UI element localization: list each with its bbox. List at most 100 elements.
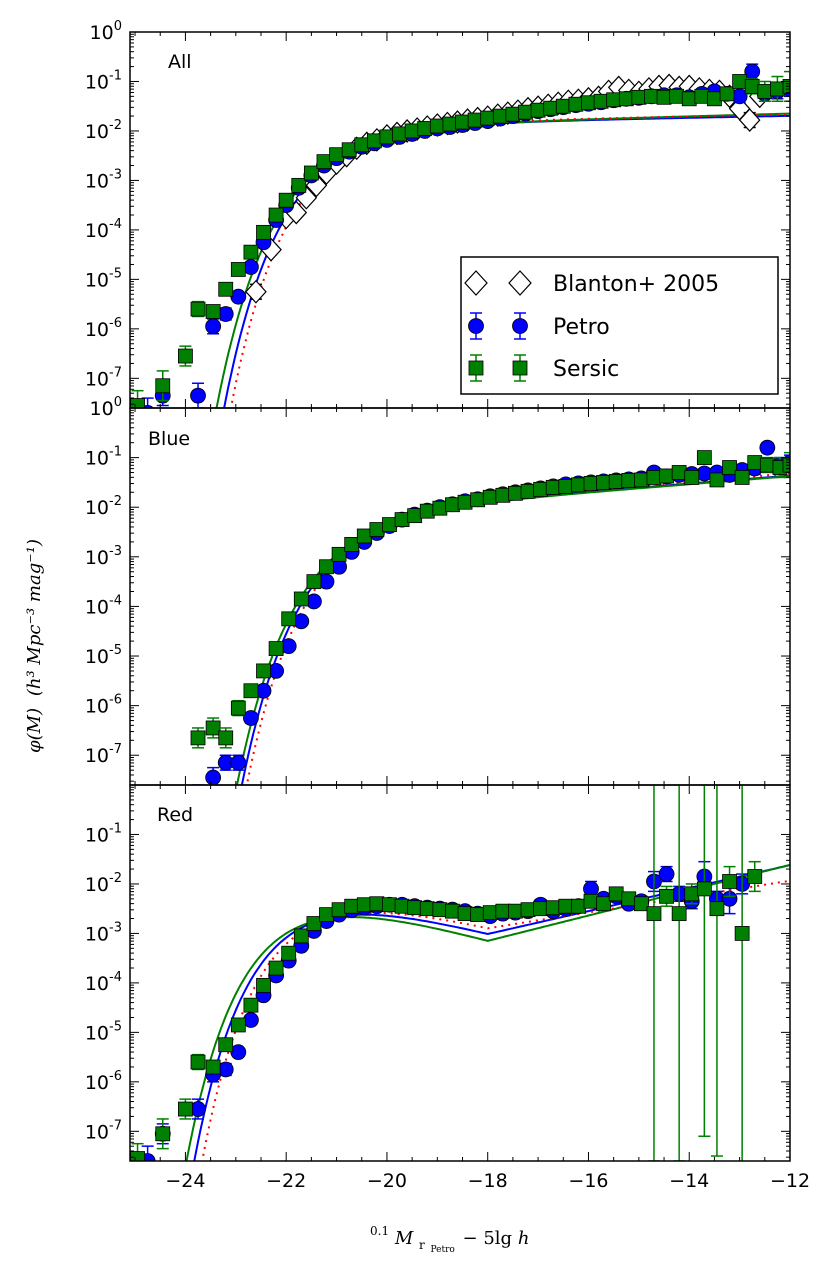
data-point-sersic <box>533 901 549 917</box>
data-point-sersic <box>455 114 470 130</box>
x-axis-title-prefix: 0.1 <box>370 1224 389 1238</box>
data-point-petro <box>230 288 247 305</box>
data-point-sersic <box>492 108 508 124</box>
y-axis-title-phi: φ(M) <box>24 708 45 753</box>
data-point-sersic <box>394 898 410 914</box>
data-point-sersic <box>205 720 221 736</box>
y-tick-label-base: 10 <box>85 745 109 767</box>
data-point-sersic <box>520 902 536 918</box>
data-point-petro <box>230 1044 247 1061</box>
data-point-sersic <box>432 500 448 516</box>
y-tick-label: 10-2 <box>85 494 122 519</box>
data-point-sersic <box>596 475 611 490</box>
data-point-sersic <box>230 700 246 716</box>
data-point-sersic <box>482 905 498 921</box>
data-point-petro <box>205 769 222 785</box>
data-point-sersic <box>341 142 357 158</box>
y-tick-label-base: 10 <box>85 646 109 668</box>
panel-frame <box>129 784 791 1162</box>
data-point-sersic <box>354 137 370 153</box>
data-point-sersic <box>707 91 722 107</box>
data-point-sersic <box>505 106 521 122</box>
svg-text:0.1 M r Petr: 0.1 M r Petro − 5lg h <box>370 1219 529 1257</box>
legend-entry-sersic: Sersic <box>468 354 619 382</box>
y-tick-label-base: 10 <box>85 696 109 718</box>
svg-text:φ(M) (h³ Mpc⁻³ mag⁻¹): φ(M) (h³ Mpc⁻³ mag⁻¹) <box>24 539 45 753</box>
data-point-sersic <box>178 1101 193 1117</box>
data-point-blanton <box>738 108 761 132</box>
y-tick-label: 100 <box>90 395 122 420</box>
data-point-sersic <box>417 121 433 136</box>
data-point-sersic <box>744 79 760 94</box>
y-tick-label: 10-2 <box>85 118 122 143</box>
data-point-sersic <box>747 455 763 470</box>
legend-marker-square <box>512 360 528 376</box>
y-tick-label-exp: -6 <box>109 693 122 708</box>
data-point-sersic <box>533 481 549 497</box>
panel-title-red: Red <box>157 804 193 826</box>
data-point-sersic <box>470 492 486 508</box>
y-tick-label-exp: -3 <box>109 167 122 182</box>
data-point-petro <box>230 754 247 771</box>
y-tick-label-base: 10 <box>90 398 114 420</box>
data-point-sersic <box>734 470 750 485</box>
data-point-sersic <box>719 86 735 102</box>
y-tick-label-exp: -5 <box>109 266 122 281</box>
panel-red: 10-110-210-310-410-510-610-7−24 −22 −20 −18… <box>85 784 810 1192</box>
data-point-sersic <box>618 91 634 107</box>
fit-line-dotted <box>245 472 790 785</box>
data-point-sersic <box>281 945 297 961</box>
data-point-sersic <box>568 96 584 112</box>
data-point-sersic <box>268 641 284 656</box>
data-point-sersic <box>759 457 775 473</box>
y-tick-label: 10-1 <box>85 821 122 846</box>
data-point-petro <box>759 439 776 456</box>
data-point-sersic <box>470 907 486 923</box>
data-point-sersic <box>608 474 624 489</box>
x-axis-title: 0.1 M r Petro − 5lg h <box>370 1219 529 1257</box>
data-point-sersic <box>593 93 609 109</box>
y-tick-label-exp: -4 <box>109 217 122 232</box>
data-point-sersic <box>178 348 193 364</box>
legend-marker-circle <box>512 318 528 334</box>
data-point-sersic <box>495 487 511 503</box>
data-point-sersic <box>445 497 460 513</box>
y-tick-label-base: 10 <box>85 368 109 390</box>
y-tick-label: 10-7 <box>85 365 122 390</box>
data-point-sersic <box>278 192 294 208</box>
y-tick-label: 10-2 <box>85 871 122 896</box>
legend-label-blanton: Blanton+ 2005 <box>553 272 719 297</box>
y-tick-label: 10-6 <box>85 316 122 341</box>
data-point-sersic <box>696 881 712 897</box>
data-point-sersic <box>457 906 473 922</box>
data-point-sersic <box>366 133 382 149</box>
data-point-sersic <box>467 112 483 128</box>
data-point-sersic <box>445 903 460 919</box>
y-axis-title: φ(M) (h³ Mpc⁻³ mag⁻¹) <box>24 539 45 753</box>
y-tick-label-base: 10 <box>85 319 109 341</box>
y-tick-label: 10-7 <box>85 742 122 767</box>
y-tick-label-exp: -5 <box>109 1019 122 1034</box>
data-point-sersic <box>419 901 435 917</box>
data-point-sersic <box>344 537 360 552</box>
data-point-sersic <box>331 902 347 918</box>
data-point-sersic <box>306 574 322 590</box>
data-point-sersic <box>379 129 395 145</box>
data-point-sersic <box>543 100 559 116</box>
data-point-sersic <box>382 897 397 913</box>
data-point-sersic <box>633 472 649 488</box>
y-tick-label-exp: -4 <box>109 970 122 985</box>
x-axis-title-sub: r <box>419 1238 425 1252</box>
panels: 10010-110-210-310-410-510-610-710010-110… <box>85 19 810 1192</box>
x-tick-label: −16 <box>568 1170 608 1192</box>
data-point-sersic <box>218 1037 234 1053</box>
data-point-sersic <box>243 997 259 1013</box>
data-point-sersic <box>545 900 561 916</box>
y-tick-label-base: 10 <box>85 874 109 896</box>
data-point-sersic <box>205 304 221 319</box>
y-tick-label-base: 10 <box>85 170 109 192</box>
legend-label-sersic: Sersic <box>553 357 619 382</box>
data-point-sersic <box>671 465 687 480</box>
y-tick-label-exp: -7 <box>109 365 122 380</box>
data-point-petro <box>190 387 206 404</box>
